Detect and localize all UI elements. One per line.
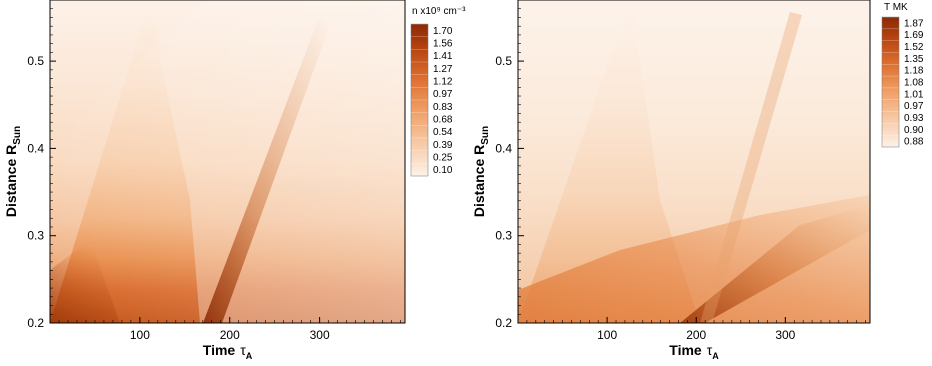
colorbar-label: 0.68 bbox=[433, 115, 453, 126]
colorbar-label: 1.41 bbox=[433, 51, 453, 62]
x-axis-title-sub: A bbox=[246, 351, 253, 361]
left-panel: 100 200 300 0.2 0.3 0.4 0.5 Time τA Distance RSun… bbox=[3, 0, 466, 361]
colorbar-label: 0.39 bbox=[433, 140, 453, 151]
right-warm-band bbox=[518, 195, 870, 323]
right-colorbar: T MK 1.871.691.521.351.181.081.010.970.9… bbox=[880, 2, 924, 148]
right-ray bbox=[680, 205, 870, 323]
x-axis-title-main: Time bbox=[669, 342, 702, 358]
colorbar-label: 1.87 bbox=[904, 18, 924, 29]
colorbar-label: 1.18 bbox=[904, 66, 924, 77]
y-tick-label: 0.5 bbox=[27, 54, 44, 68]
right-plot-frame bbox=[517, 0, 871, 324]
colorbar-label: 0.54 bbox=[433, 127, 453, 138]
y-tick-label: 0.2 bbox=[495, 316, 512, 330]
y-axis-title: Distance RSun bbox=[471, 126, 491, 217]
y-tick-label: 0.4 bbox=[495, 141, 512, 155]
left-lower-ramp bbox=[50, 0, 405, 323]
x-tick-label: 300 bbox=[775, 328, 795, 342]
right-colorbar-title: T MK bbox=[884, 2, 908, 13]
x-tick-label: 100 bbox=[597, 328, 617, 342]
colorbar-label: 1.70 bbox=[433, 26, 453, 37]
left-heatmap bbox=[50, 0, 405, 323]
colorbar-label: 1.52 bbox=[904, 42, 924, 53]
right-faint-ray bbox=[700, 12, 802, 323]
colorbar-label: 0.83 bbox=[433, 102, 453, 113]
y-tick-label: 0.5 bbox=[495, 54, 512, 68]
colorbar-label: 1.12 bbox=[433, 77, 453, 88]
left-plot-frame bbox=[49, 0, 406, 324]
x-axis-title: Time τA bbox=[669, 342, 719, 361]
x-tick-label: 100 bbox=[130, 328, 150, 342]
left-ray bbox=[203, 20, 330, 323]
y-tick-label: 0.2 bbox=[27, 316, 44, 330]
y-axis-title-sub: Sun bbox=[480, 126, 491, 145]
y-tick-label: 0.3 bbox=[495, 229, 512, 243]
colorbar-label: 1.56 bbox=[433, 39, 453, 50]
left-axes: 100 200 300 0.2 0.3 0.4 0.5 Time τA Distance RSun bbox=[3, 8, 401, 361]
colorbar-label: 1.35 bbox=[904, 54, 924, 65]
right-colorbar-bar bbox=[881, 16, 900, 148]
y-axis-title-main: Distance R bbox=[471, 145, 487, 217]
left-colorbar-title: n x10⁹ cm⁻³ bbox=[412, 6, 466, 17]
x-tick-label: 300 bbox=[310, 328, 330, 342]
colorbar-label: 0.93 bbox=[904, 113, 924, 124]
colorbar-label: 1.08 bbox=[904, 78, 924, 89]
x-tick-label: 200 bbox=[220, 328, 240, 342]
colorbar-label: 1.01 bbox=[904, 89, 924, 100]
x-axis-title-symbol: τ bbox=[240, 342, 246, 358]
left-colorbar: n x10⁹ cm⁻³ 1.70 1.561.41 1.27 1.120.97 0.83… bbox=[409, 6, 466, 177]
colorbar-label: 0.97 bbox=[904, 101, 924, 112]
x-axis-title-main: Time bbox=[203, 342, 236, 358]
colorbar-label: 0.97 bbox=[433, 89, 453, 100]
colorbar-label: 1.27 bbox=[433, 64, 453, 75]
x-axis-title: Time τA bbox=[203, 342, 253, 361]
colorbar-label: 0.10 bbox=[433, 165, 453, 176]
y-axis-title-sub: Sun bbox=[12, 126, 23, 145]
x-axis-title-symbol: τ bbox=[707, 342, 713, 358]
colorbar-label: 1.69 bbox=[904, 30, 924, 41]
right-axes: 100 200 300 0.2 0.3 0.4 0.5 Time τA Distance RSun bbox=[471, 8, 866, 361]
colorbar-label: 0.90 bbox=[904, 125, 924, 136]
right-colorbar-labels: 1.871.691.521.351.181.081.010.970.930.90… bbox=[880, 16, 924, 148]
x-tick-label: 200 bbox=[686, 328, 706, 342]
colorbar-label: 0.25 bbox=[433, 153, 453, 164]
right-panel: 100 200 300 0.2 0.3 0.4 0.5 Time τA Distance RSun… bbox=[471, 0, 924, 361]
y-axis-title: Distance RSun bbox=[3, 126, 23, 217]
x-axis-title-sub: A bbox=[712, 351, 719, 361]
colorbar-label: 0.88 bbox=[904, 137, 924, 148]
left-corner bbox=[50, 240, 120, 323]
right-heatmap bbox=[518, 0, 870, 323]
y-axis-title-main: Distance R bbox=[3, 145, 19, 217]
y-tick-label: 0.3 bbox=[27, 229, 44, 243]
left-colorbar-labels: 1.70 1.561.41 1.27 1.120.97 0.83 0.680.54 0.39… bbox=[409, 23, 453, 176]
y-tick-label: 0.4 bbox=[27, 141, 44, 155]
